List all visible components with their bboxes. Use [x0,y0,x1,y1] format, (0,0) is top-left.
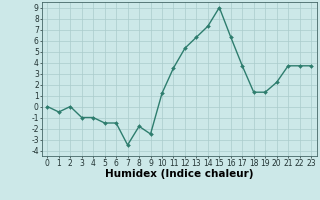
X-axis label: Humidex (Indice chaleur): Humidex (Indice chaleur) [105,169,253,179]
